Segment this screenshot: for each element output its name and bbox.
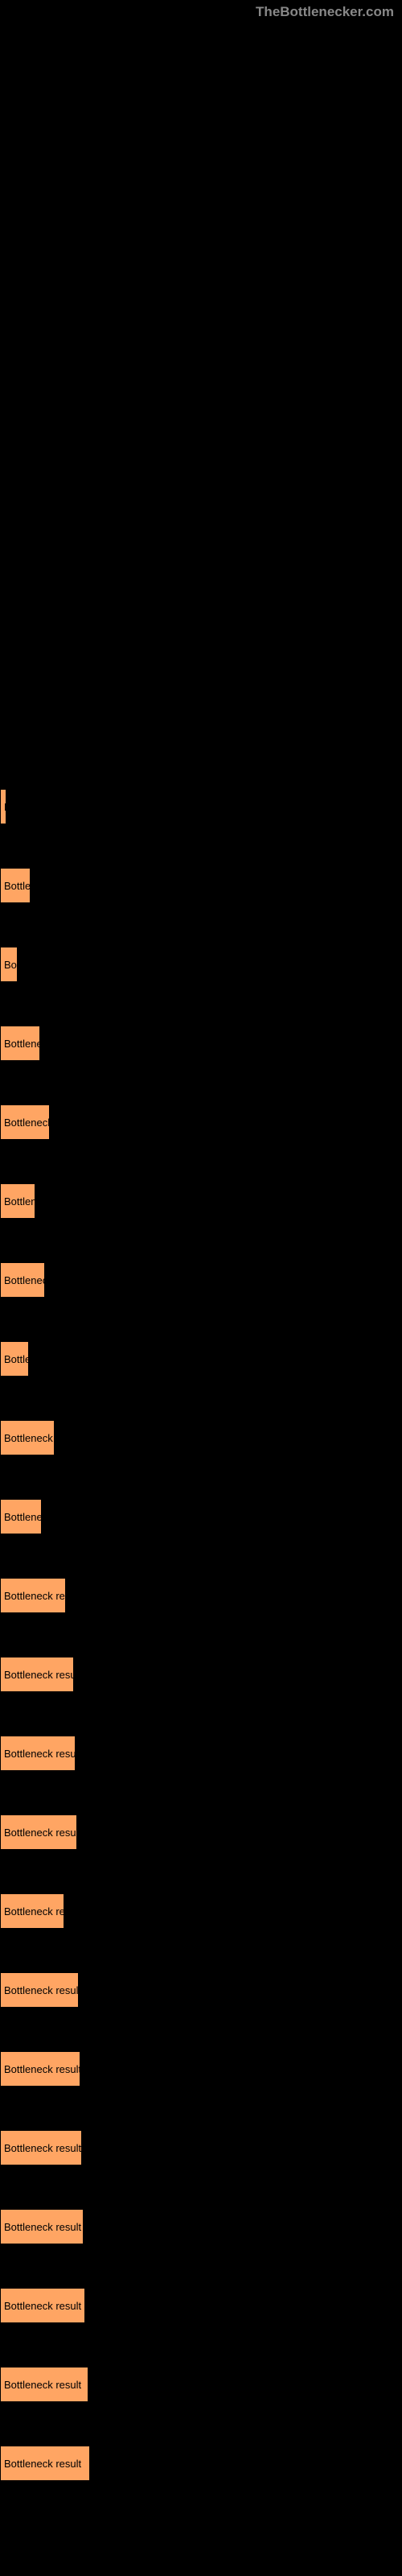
bar: Bottleneck result — [0, 2209, 84, 2244]
bar-row: Bottleneck result — [0, 2446, 402, 2494]
bar-row: Bottlene — [0, 1026, 402, 1074]
bar: Bottleneck resu — [0, 1578, 66, 1613]
bar-row: Bottleneck result — [0, 1814, 402, 1863]
bar-chart: B Bottle Bo Bottlene Bottleneck Bottlen Bottle… — [0, 0, 402, 2541]
bar: Bottleneck r — [0, 1420, 55, 1455]
bar: Bottleneck — [0, 1104, 50, 1140]
bar-row: Bo — [0, 947, 402, 995]
bar-row: Bottleneck result — [0, 1736, 402, 1784]
bar: Bottlen — [0, 1183, 35, 1219]
bar: Bottle — [0, 1341, 29, 1377]
bar: Bottleneck res — [0, 1893, 64, 1929]
bar-row: Bottleneck result — [0, 1972, 402, 2021]
bar: Bo — [0, 947, 18, 982]
bar-row: Bottleneck — [0, 1104, 402, 1153]
bar: Bottleneck result — [0, 2367, 88, 2402]
bar-row: Bottlene — [0, 1499, 402, 1547]
bar-row: Bottleneck result — [0, 2288, 402, 2336]
bar-row: Bottleneck result — [0, 2051, 402, 2099]
bar-row: Bottleneck res — [0, 1893, 402, 1942]
bar-row: Bottleneck result — [0, 2209, 402, 2257]
bar: Bottlene — [0, 1499, 42, 1534]
bar: Bottleneck result — [0, 1814, 77, 1850]
bar-row: B — [0, 789, 402, 837]
bar-row: Bottleneck r — [0, 1420, 402, 1468]
watermark: TheBottlenecker.com — [256, 4, 394, 20]
bar: Bottlenec — [0, 1262, 45, 1298]
bar: Bottleneck result — [0, 2051, 80, 2087]
bar: Bottlene — [0, 1026, 40, 1061]
bar: Bottleneck result — [0, 2288, 85, 2323]
bar-row: Bottle — [0, 868, 402, 916]
bar: Bottleneck result — [0, 2130, 82, 2165]
bar-row: Bottleneck result — [0, 1657, 402, 1705]
bar: Bottleneck result — [0, 1736, 76, 1771]
bar: B — [0, 789, 6, 824]
bar-row: Bottlenec — [0, 1262, 402, 1311]
bar-row: Bottleneck result — [0, 2130, 402, 2178]
bar: Bottleneck result — [0, 1972, 79, 2008]
bar: Bottleneck result — [0, 1657, 74, 1692]
bar-row: Bottleneck result — [0, 2367, 402, 2415]
bar-row: Bottle — [0, 1341, 402, 1389]
bar-row: Bottleneck resu — [0, 1578, 402, 1626]
bar: Bottle — [0, 868, 31, 903]
bar: Bottleneck result — [0, 2446, 90, 2481]
bar-row: Bottlen — [0, 1183, 402, 1232]
